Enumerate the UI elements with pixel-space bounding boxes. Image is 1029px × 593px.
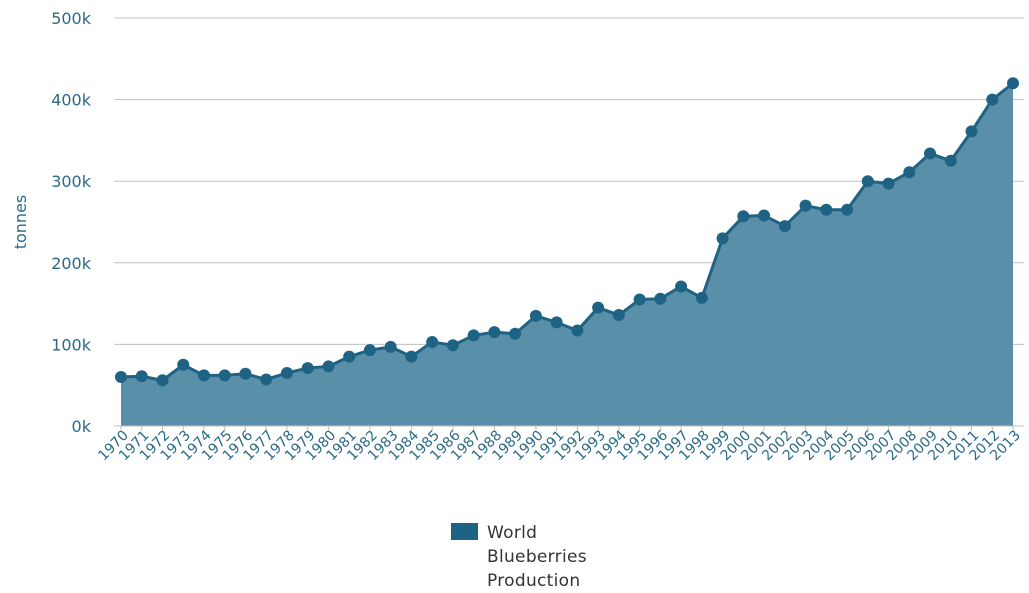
data-point[interactable] (675, 280, 688, 293)
data-point[interactable] (716, 232, 729, 245)
data-point[interactable] (550, 316, 563, 329)
data-point[interactable] (924, 147, 937, 160)
data-point[interactable] (633, 293, 646, 306)
data-point[interactable] (156, 374, 169, 387)
y-axis-label: tonnes (11, 195, 30, 250)
data-point[interactable] (737, 210, 750, 223)
legend-label: World Blueberries Production (487, 523, 587, 591)
data-point[interactable] (841, 203, 854, 216)
data-point[interactable] (882, 177, 895, 190)
data-point[interactable] (177, 358, 190, 371)
data-point[interactable] (903, 166, 916, 179)
data-point[interactable] (197, 369, 210, 382)
data-point[interactable] (363, 344, 376, 357)
data-point[interactable] (695, 291, 708, 304)
data-point[interactable] (301, 362, 314, 375)
y-tick-label: 0k (72, 417, 92, 436)
data-point[interactable] (799, 199, 812, 212)
y-tick-label: 300k (51, 172, 92, 191)
x-axis-ticks: 1970197119721973197419751976197719781979… (95, 426, 1024, 464)
data-point[interactable] (509, 327, 522, 340)
data-point[interactable] (944, 154, 957, 167)
data-point[interactable] (239, 367, 252, 380)
data-point[interactable] (612, 309, 625, 322)
data-point[interactable] (758, 209, 771, 222)
y-tick-label: 100k (51, 335, 92, 354)
legend-swatch (451, 523, 478, 540)
legend[interactable]: World Blueberries Production (451, 521, 617, 593)
data-point[interactable] (467, 329, 480, 342)
data-point[interactable] (529, 309, 542, 322)
data-point[interactable] (343, 350, 356, 363)
data-point[interactable] (571, 324, 584, 337)
y-tick-label: 500k (51, 9, 92, 28)
data-point[interactable] (654, 292, 667, 305)
data-point[interactable] (384, 340, 397, 353)
data-point[interactable] (446, 339, 459, 352)
data-point[interactable] (405, 350, 418, 363)
data-point[interactable] (488, 326, 501, 339)
data-point[interactable] (218, 369, 231, 382)
y-tick-label: 400k (51, 91, 92, 110)
series-area (121, 83, 1013, 426)
data-point[interactable] (820, 203, 833, 216)
data-point[interactable] (986, 93, 999, 106)
data-point[interactable] (322, 360, 335, 373)
data-point[interactable] (280, 366, 293, 379)
data-point[interactable] (1007, 77, 1019, 90)
y-tick-label: 200k (51, 254, 92, 273)
data-point[interactable] (965, 125, 978, 138)
data-point[interactable] (260, 373, 273, 386)
data-point[interactable] (115, 371, 127, 384)
y-axis-ticks: 0k 100k 200k 300k 400k 500k (51, 9, 92, 436)
data-point[interactable] (861, 175, 874, 188)
series-points (115, 77, 1019, 387)
data-point[interactable] (592, 301, 605, 314)
data-point[interactable] (778, 220, 791, 233)
data-point[interactable] (426, 335, 439, 348)
data-point[interactable] (135, 370, 148, 383)
